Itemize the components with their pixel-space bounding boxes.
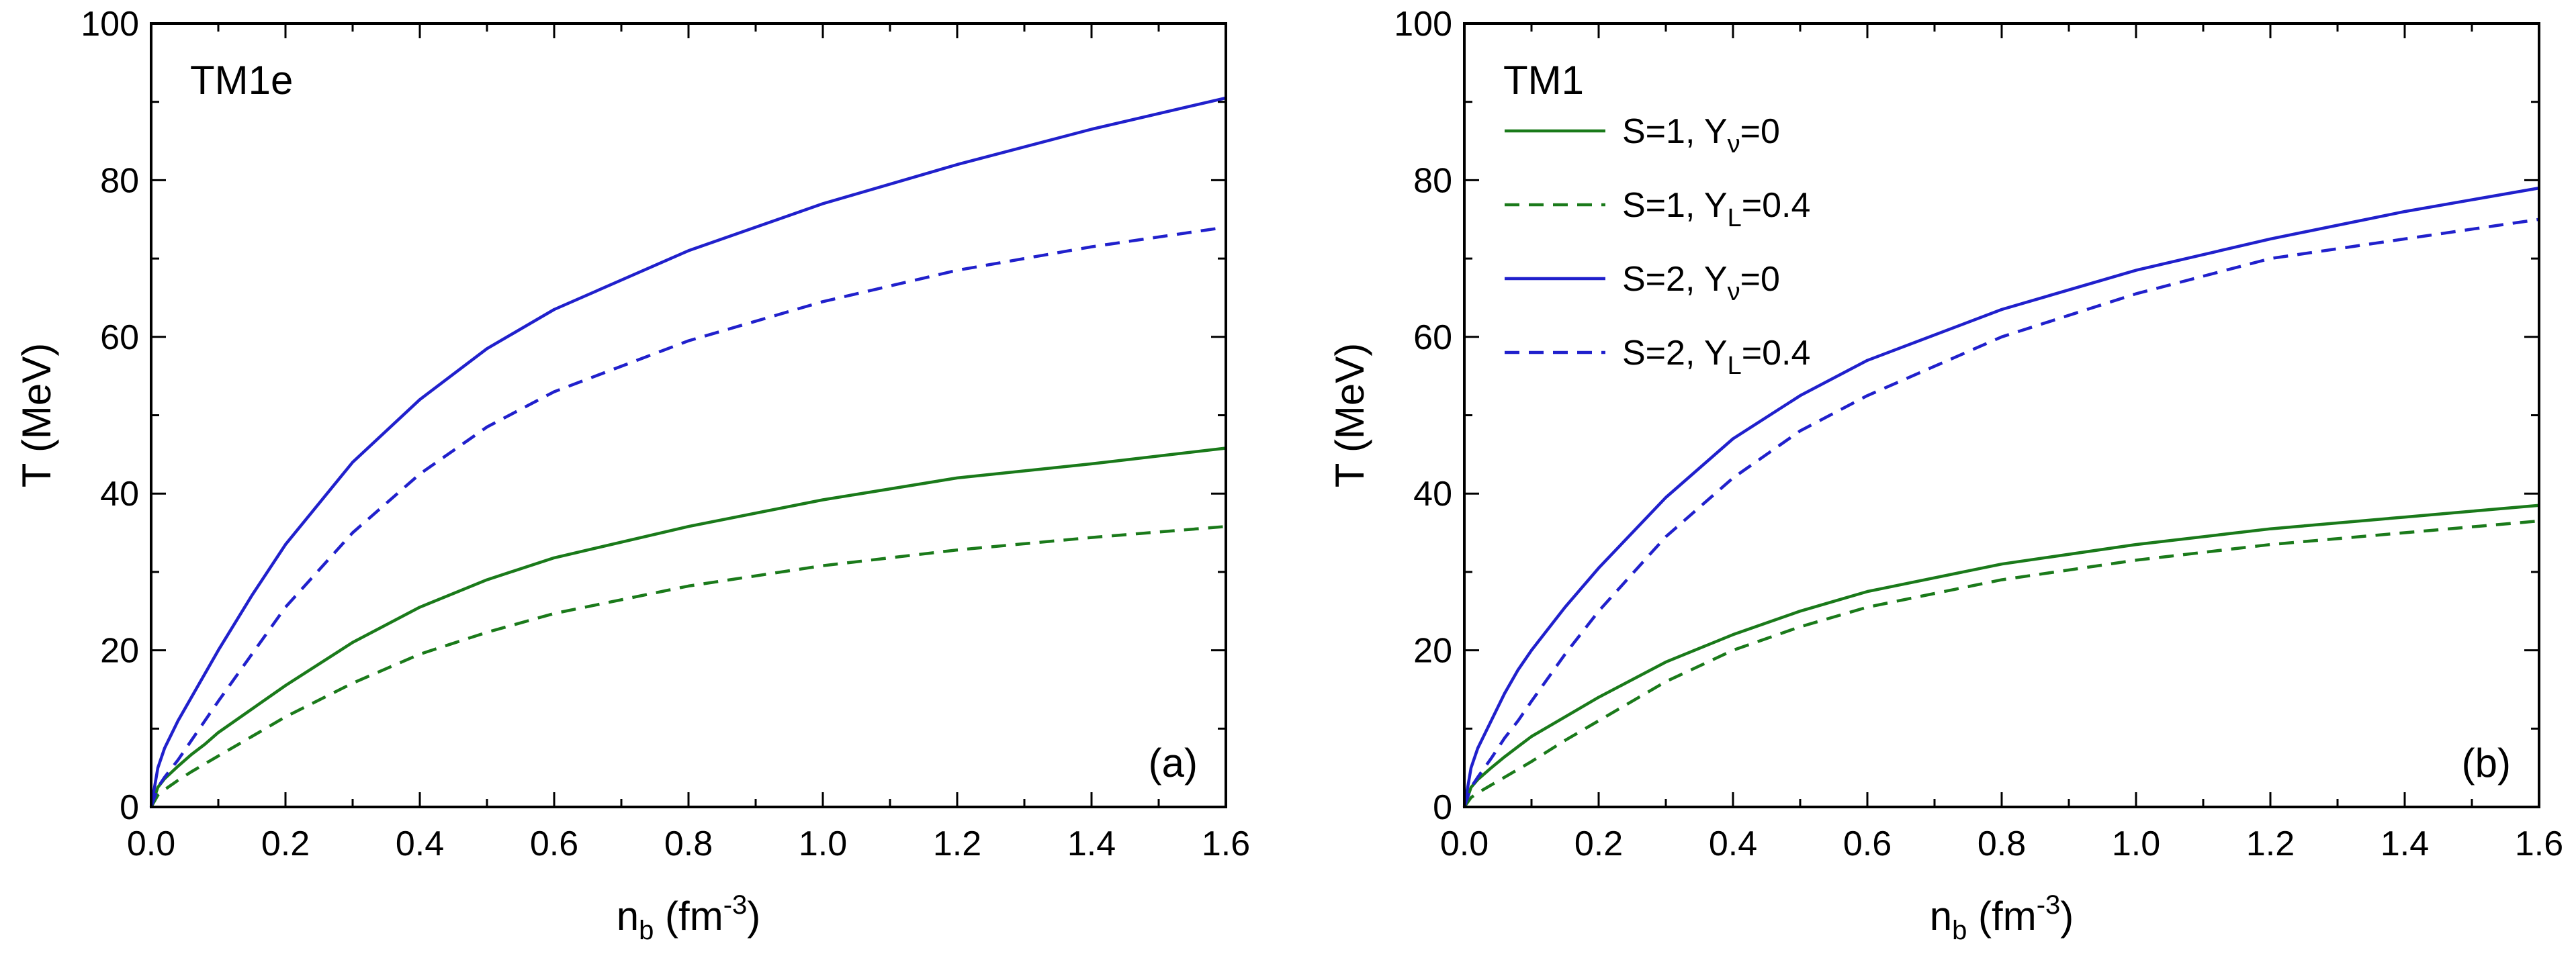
series-line-4	[149, 226, 1227, 808]
y-axis-title: T (MeV)	[14, 343, 59, 488]
x-tick-label: 0.0	[1440, 824, 1489, 863]
y-tick-label: 100	[81, 5, 139, 44]
y-tick-label: 20	[1413, 632, 1452, 671]
series-line-2	[1463, 519, 2540, 808]
chart-panel-1: 0.0 0.2 0.4 0.6 0.8 1.0 1.2 1.4 1.6 0 20 40 60 80 100 T…	[14, 5, 1250, 945]
x-tick-label: 0.8	[1978, 824, 2026, 863]
x-axis-title: nb (fm-3)	[1930, 890, 2074, 945]
x-tick-label: 0.0	[127, 824, 175, 863]
x-tick-label: 1.2	[933, 824, 981, 863]
y-tick-label: 100	[1394, 5, 1452, 44]
legend-label-4: S=2, YL=0.4	[1622, 334, 1810, 380]
x-axis-title: nb (fm-3)	[617, 890, 761, 945]
y-tick-label: 40	[1413, 475, 1452, 514]
legend-label-3: S=2, Yν=0	[1622, 260, 1780, 306]
axes-frame	[150, 22, 1227, 808]
series-line-1	[1462, 504, 2540, 808]
x-tick-label: 1.4	[1067, 824, 1116, 863]
panel-label: (a)	[1149, 741, 1198, 785]
y-tick-label: 0	[120, 788, 139, 827]
legend-label-1: S=1, Yν=0	[1622, 112, 1780, 158]
x-tick-label: 1.6	[1202, 824, 1250, 863]
series-line-3	[1462, 186, 2540, 808]
x-tick-label: 1.0	[2112, 824, 2160, 863]
panel-label: (b)	[2462, 741, 2511, 785]
x-tick-label: 1.0	[799, 824, 847, 863]
series-line-1	[149, 446, 1227, 808]
series-line-3	[149, 96, 1227, 808]
x-tick-label: 0.6	[530, 824, 578, 863]
model-label: TM1	[1503, 58, 1584, 103]
series-line-2	[150, 524, 1227, 808]
x-tick-label: 0.8	[664, 824, 713, 863]
y-tick-label: 40	[100, 475, 139, 514]
y-tick-label: 20	[100, 632, 139, 671]
x-tick-label: 1.2	[2246, 824, 2295, 863]
y-tick-label: 60	[100, 318, 139, 357]
legend: S=1, Yν=0 S=1, YL=0.4 S=2, Yν=0 S=2, YL=0.4	[1505, 112, 1810, 380]
legend-label-2: S=1, YL=0.4	[1622, 186, 1810, 232]
x-tick-label: 1.4	[2381, 824, 2429, 863]
x-tick-label: 0.4	[396, 824, 444, 863]
x-tick-label: 0.2	[1574, 824, 1623, 863]
x-tick-label: 1.6	[2515, 824, 2563, 863]
y-tick-label: 60	[1413, 318, 1452, 357]
chart-panel-2: 0.0 0.2 0.4 0.6 0.8 1.0 1.2 1.4 1.6 0 20 40 60 80 100 T…	[1327, 5, 2563, 945]
y-tick-label: 80	[100, 161, 139, 200]
series-line-4	[1462, 218, 2540, 808]
y-tick-label: 80	[1413, 161, 1452, 200]
model-label: TM1e	[190, 58, 293, 103]
x-tick-label: 0.2	[261, 824, 310, 863]
y-tick-label: 0	[1433, 788, 1452, 827]
x-tick-label: 0.4	[1709, 824, 1757, 863]
x-tick-label: 0.6	[1843, 824, 1892, 863]
y-axis-title: T (MeV)	[1327, 343, 1372, 488]
